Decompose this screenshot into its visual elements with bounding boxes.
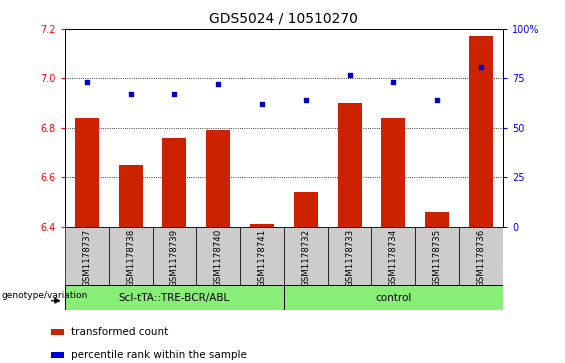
Text: control: control	[375, 293, 411, 303]
Text: GSM1178737: GSM1178737	[82, 229, 92, 287]
Bar	[51, 329, 64, 335]
Bar	[240, 227, 284, 285]
Bar	[65, 227, 109, 285]
Bar	[425, 212, 449, 227]
Point	[170, 91, 179, 97]
Text: GSM1178733: GSM1178733	[345, 229, 354, 287]
Text: GSM1178736: GSM1178736	[476, 229, 485, 287]
Bar	[119, 165, 143, 227]
Bar	[206, 130, 231, 227]
Title: GDS5024 / 10510270: GDS5024 / 10510270	[210, 11, 358, 25]
Point	[389, 79, 398, 85]
Bar	[328, 227, 372, 285]
Point	[301, 97, 310, 103]
Point	[126, 91, 135, 97]
Bar	[469, 36, 493, 227]
Bar	[415, 227, 459, 285]
Bar	[381, 118, 406, 227]
Bar	[197, 227, 240, 285]
Text: genotype/variation: genotype/variation	[1, 291, 88, 299]
Text: GSM1178740: GSM1178740	[214, 229, 223, 287]
Point	[258, 101, 267, 107]
Point	[345, 72, 354, 77]
Bar	[65, 285, 284, 310]
Bar	[250, 224, 274, 227]
Bar	[284, 227, 328, 285]
Bar	[294, 192, 318, 227]
Point	[433, 97, 442, 103]
Text: percentile rank within the sample: percentile rank within the sample	[71, 350, 247, 360]
Text: GSM1178739: GSM1178739	[170, 229, 179, 287]
Bar	[108, 227, 153, 285]
Point	[214, 82, 223, 87]
Bar	[162, 138, 186, 227]
Text: Scl-tTA::TRE-BCR/ABL: Scl-tTA::TRE-BCR/ABL	[119, 293, 230, 303]
Bar	[51, 352, 64, 358]
Text: transformed count: transformed count	[71, 327, 168, 337]
Bar	[459, 227, 503, 285]
Bar	[284, 285, 503, 310]
Point	[476, 64, 485, 70]
Bar	[337, 103, 362, 227]
Text: GSM1178738: GSM1178738	[126, 229, 135, 287]
Bar	[75, 118, 99, 227]
Bar	[372, 227, 415, 285]
Text: GSM1178734: GSM1178734	[389, 229, 398, 287]
Text: GSM1178735: GSM1178735	[433, 229, 442, 287]
Text: GSM1178741: GSM1178741	[258, 229, 267, 287]
Text: GSM1178732: GSM1178732	[301, 229, 310, 287]
Point	[82, 79, 92, 85]
Bar	[153, 227, 197, 285]
